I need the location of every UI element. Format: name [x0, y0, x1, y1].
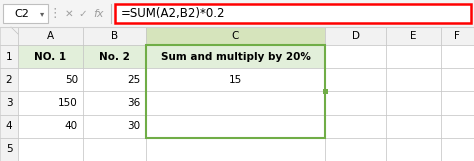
Text: No. 2: No. 2 — [99, 52, 130, 62]
Bar — [440, 45, 474, 68]
Bar — [146, 91, 326, 115]
Bar — [386, 27, 440, 45]
Bar — [146, 45, 326, 68]
Bar — [386, 45, 440, 68]
Bar — [115, 4, 471, 23]
Bar — [146, 138, 326, 161]
Bar — [146, 45, 326, 138]
Bar — [440, 115, 474, 138]
Text: 40: 40 — [65, 121, 78, 131]
Bar — [83, 91, 146, 115]
Bar — [83, 27, 146, 45]
Bar — [0, 45, 18, 68]
Bar — [440, 138, 474, 161]
Bar — [326, 115, 386, 138]
Text: D: D — [352, 31, 360, 41]
Bar — [18, 27, 83, 45]
Bar — [146, 68, 326, 91]
Bar — [326, 68, 386, 91]
Bar — [83, 138, 146, 161]
Text: Sum and multiply by 20%: Sum and multiply by 20% — [161, 52, 310, 62]
Bar — [0, 68, 18, 91]
Text: C: C — [232, 31, 239, 41]
Bar — [83, 45, 146, 68]
Text: 3: 3 — [6, 98, 12, 108]
Bar — [440, 68, 474, 91]
Text: 4: 4 — [6, 121, 12, 131]
Text: ✓: ✓ — [79, 9, 87, 19]
Text: E: E — [410, 31, 417, 41]
Bar — [18, 138, 83, 161]
Text: 150: 150 — [58, 98, 78, 108]
Text: 36: 36 — [128, 98, 141, 108]
Bar — [18, 68, 83, 91]
Text: ✕: ✕ — [64, 9, 73, 19]
Text: =SUM(A2,B2)*0.2: =SUM(A2,B2)*0.2 — [121, 7, 226, 20]
Bar — [0, 91, 18, 115]
Bar — [18, 45, 83, 68]
Text: 2: 2 — [6, 75, 12, 85]
Bar — [440, 27, 474, 45]
Text: 15: 15 — [229, 75, 242, 85]
Bar — [0, 0, 474, 27]
Text: B: B — [110, 31, 118, 41]
Bar — [323, 89, 328, 94]
Text: A: A — [47, 31, 54, 41]
Bar — [146, 27, 326, 45]
Bar — [326, 45, 386, 68]
Bar — [3, 4, 48, 23]
Bar — [0, 138, 18, 161]
Bar — [83, 68, 146, 91]
Bar — [440, 91, 474, 115]
Bar — [386, 91, 440, 115]
Text: C2: C2 — [14, 9, 29, 19]
Bar — [0, 115, 18, 138]
Bar — [326, 91, 386, 115]
Text: NO. 1: NO. 1 — [34, 52, 66, 62]
Bar — [0, 27, 18, 45]
Bar — [326, 138, 386, 161]
Bar — [18, 115, 83, 138]
Bar — [0, 27, 474, 161]
Bar — [386, 138, 440, 161]
Bar — [83, 115, 146, 138]
Text: ⋮: ⋮ — [49, 7, 61, 20]
Text: 5: 5 — [6, 144, 12, 154]
Bar — [386, 68, 440, 91]
Bar — [146, 115, 326, 138]
Text: ▾: ▾ — [40, 9, 44, 18]
Bar — [18, 91, 83, 115]
Text: fx: fx — [94, 9, 104, 19]
Text: 50: 50 — [65, 75, 78, 85]
Bar — [386, 115, 440, 138]
Text: 25: 25 — [128, 75, 141, 85]
Text: 30: 30 — [128, 121, 141, 131]
Text: 1: 1 — [6, 52, 12, 62]
Bar — [326, 27, 386, 45]
Text: F: F — [454, 31, 460, 41]
